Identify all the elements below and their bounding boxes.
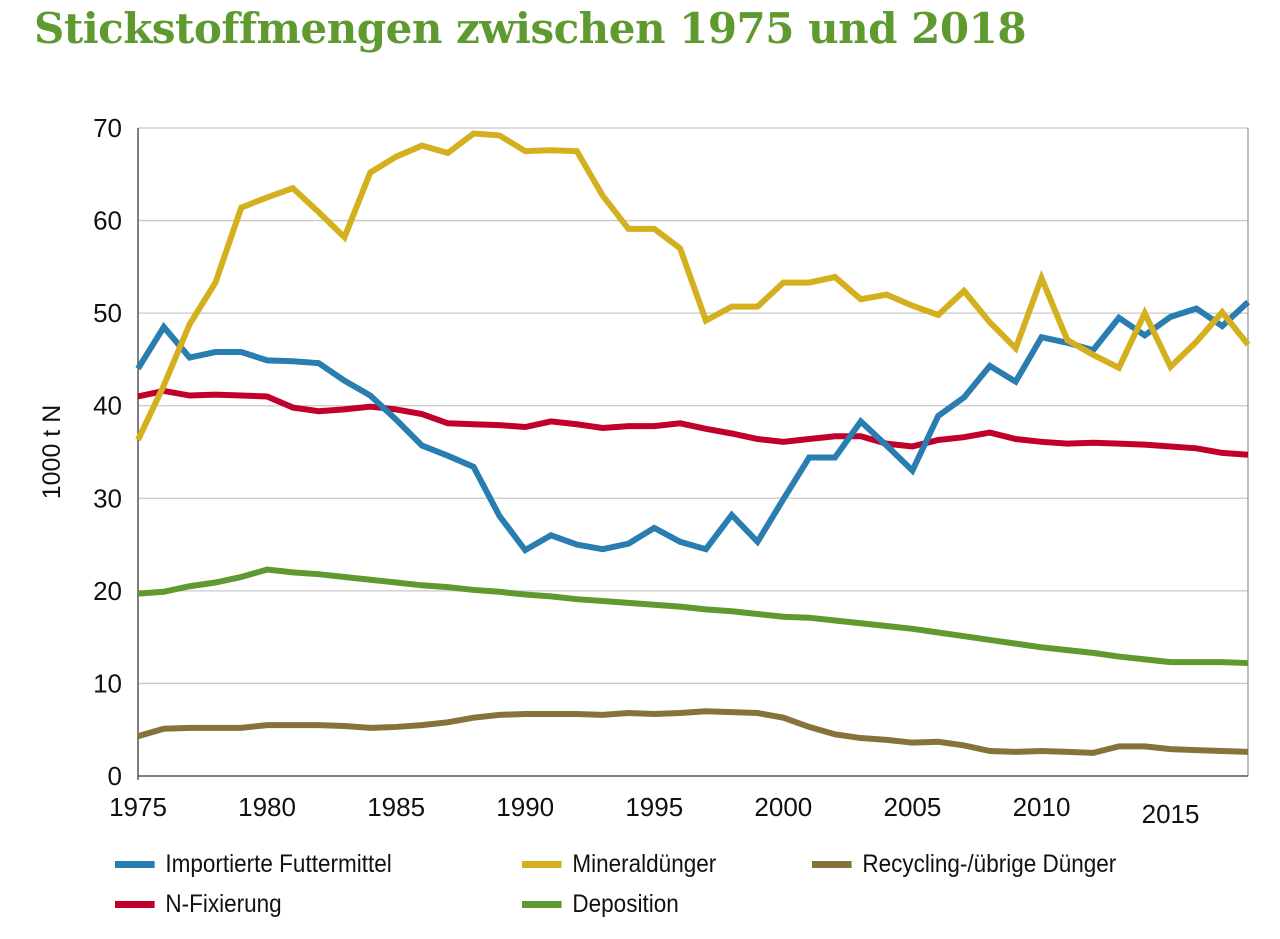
legend-item: Recycling-/übrige Dünger <box>812 850 1116 879</box>
series-line-n-fixierung <box>137 387 1249 458</box>
legend-label: Importierte Futtermittel <box>165 850 392 878</box>
x-tick-label: 1980 <box>238 792 296 822</box>
y-tick-label: 20 <box>93 576 122 606</box>
series-line-deposition <box>137 566 1249 667</box>
x-tick-label: 2000 <box>754 792 812 822</box>
x-tick-label: 1975 <box>109 792 167 822</box>
series-line-importierte-futtermittel <box>135 299 1251 555</box>
x-tick-label: 1985 <box>367 792 425 822</box>
legend-swatch <box>522 901 562 908</box>
legend-item: N-Fixierung <box>115 890 282 919</box>
gridlines <box>137 127 1249 780</box>
series-line-recycling-brige-d-nger <box>137 708 1249 756</box>
y-tick-label: 0 <box>108 761 122 791</box>
legend-swatch <box>115 901 155 908</box>
chart-title: Stickstoffmengen zwischen 1975 und 2018 <box>34 4 1027 53</box>
legend-label: Deposition <box>572 890 679 918</box>
x-tick-label: 2005 <box>883 792 941 822</box>
legend-label: Recycling-/übrige Dünger <box>862 850 1117 878</box>
y-tick-label: 40 <box>93 391 122 421</box>
legend-swatch <box>522 861 562 868</box>
y-tick-label: 70 <box>93 113 122 143</box>
series-line-minerald-nger <box>135 130 1251 442</box>
y-axis-label: 1000 t N <box>38 405 66 500</box>
y-tick-label: 60 <box>93 206 122 236</box>
series-lines <box>135 130 1251 756</box>
x-tick-label: 2010 <box>1013 792 1071 822</box>
legend-swatch <box>812 861 852 868</box>
legend-item: Mineraldünger <box>522 850 716 879</box>
y-tick-labels: 0 10 20 30 40 50 60 70 <box>93 113 122 791</box>
x-tick-label: 2015 <box>1142 799 1200 829</box>
x-tick-labels: 1975 1980 1985 1990 1995 2000 2005 2010 2015 <box>109 792 1199 829</box>
y-tick-label: 50 <box>93 298 122 328</box>
legend-swatch <box>115 861 155 868</box>
x-tick-label: 1990 <box>496 792 554 822</box>
legend-item: Importierte Futtermittel <box>115 850 392 879</box>
legend-label: Mineraldünger <box>572 850 717 878</box>
y-tick-label: 10 <box>93 668 122 698</box>
y-tick-label: 30 <box>93 483 122 513</box>
legend-label: N-Fixierung <box>165 890 282 918</box>
x-tick-label: 1995 <box>625 792 683 822</box>
legend-item: Deposition <box>522 890 679 919</box>
